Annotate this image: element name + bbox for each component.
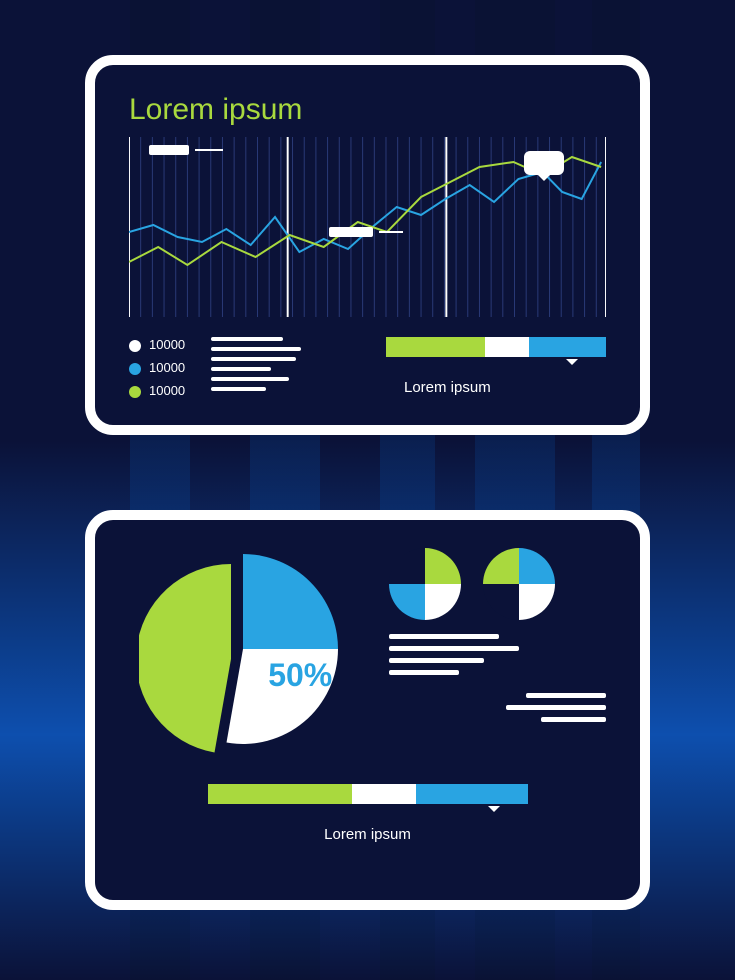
pointer-icon: [566, 359, 578, 371]
line-chart-card: Lorem ipsum 10000 10000 10000 Lorem ipsum: [85, 55, 650, 435]
text-line: [211, 337, 283, 341]
text-lines: [211, 337, 360, 398]
progress-caption: Lorem ipsum: [404, 379, 491, 396]
progress-segment: [208, 784, 352, 804]
progress-bar: [386, 337, 606, 357]
progress-caption-2: Lorem ipsum: [324, 826, 411, 843]
text-line: [211, 387, 266, 391]
text-line: [506, 705, 606, 710]
line-chart: [129, 137, 606, 317]
progress-segment: [485, 337, 529, 357]
right-column: [389, 548, 606, 758]
text-line: [389, 658, 484, 663]
progress-block: Lorem ipsum: [386, 337, 606, 398]
mini-pie-row: [389, 548, 606, 620]
text-line: [526, 693, 606, 698]
progress-segment: [416, 784, 528, 804]
chart-bubble: [524, 151, 564, 175]
text-block-1: [389, 634, 606, 675]
pie-svg: [139, 548, 359, 758]
legend-item: 10000: [129, 337, 185, 352]
pie-chart-card: 50% Lorem ipsum: [85, 510, 650, 910]
progress-segment: [386, 337, 485, 357]
text-line: [211, 377, 289, 381]
card1-footer: 10000 10000 10000 Lorem ipsum: [129, 337, 606, 398]
text-line: [389, 634, 499, 639]
card2-bottom: Lorem ipsum: [129, 784, 606, 843]
progress-bar-2: [208, 784, 528, 804]
progress-segment: [529, 337, 606, 357]
legend-item: 10000: [129, 383, 185, 398]
pointer-icon: [488, 806, 500, 818]
legend-item: 10000: [129, 360, 185, 375]
card-title: Lorem ipsum: [129, 93, 606, 127]
mini-pie: [389, 548, 461, 620]
text-line: [211, 347, 301, 351]
progress-segment: [352, 784, 416, 804]
text-line: [211, 367, 271, 371]
legend: 10000 10000 10000: [129, 337, 185, 398]
text-line: [541, 717, 606, 722]
text-line: [211, 357, 296, 361]
main-pie: 50%: [129, 548, 369, 758]
text-block-2: [389, 693, 606, 722]
chart-tag: [149, 145, 223, 155]
pie-center-label: 50%: [268, 657, 332, 694]
chart-tag: [329, 227, 403, 237]
text-line: [389, 646, 519, 651]
mini-pie: [483, 548, 555, 620]
text-line: [389, 670, 459, 675]
